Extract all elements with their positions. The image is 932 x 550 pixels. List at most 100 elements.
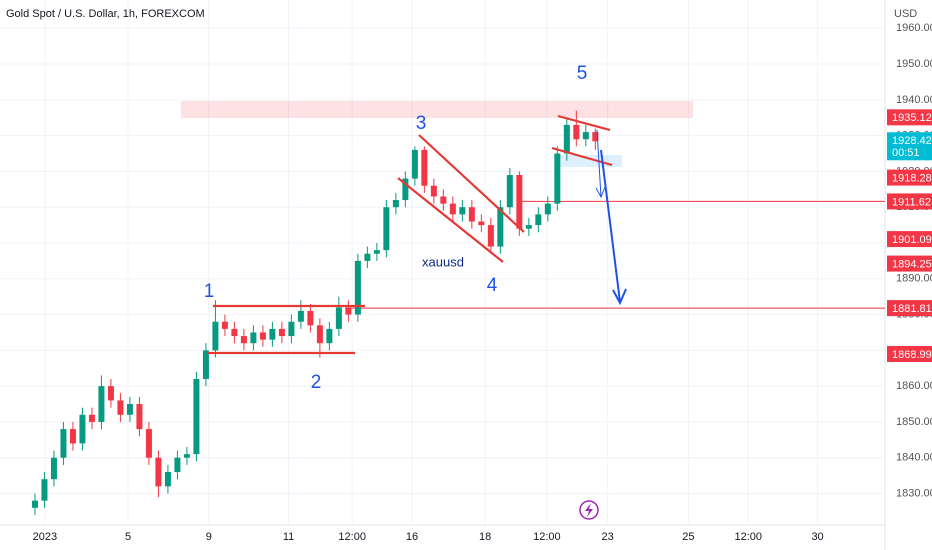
candle-body [383, 207, 390, 251]
candle-body [478, 221, 485, 226]
price-tag-label: 1881.81 [892, 303, 932, 315]
x-tick-label: 5 [125, 531, 131, 543]
currency-label: USD [894, 8, 917, 20]
price-tag-label: 1935.12 [892, 112, 932, 124]
candle-body [69, 429, 76, 444]
candle-body [468, 207, 475, 222]
x-tick-label: 12:00 [734, 531, 762, 543]
y-tick-label: 1940.00 [896, 94, 932, 106]
price-tag-label: 1911.62 [892, 196, 931, 208]
candle-body [41, 479, 48, 501]
arrows [595, 129, 627, 306]
candle-body [50, 457, 57, 480]
candle-body [136, 404, 143, 430]
candle-body [459, 207, 466, 215]
candle-body [430, 185, 437, 197]
countdown-label: 00:51 [892, 147, 920, 159]
price-tag-label: 1894.25 [892, 258, 932, 270]
candle-body [240, 336, 247, 344]
candle-body [288, 321, 295, 337]
wave-labels: 1 2 3 4 5 [204, 63, 588, 393]
wave-label: 2 [311, 372, 322, 393]
candle-body [183, 454, 190, 458]
x-tick-label: 16 [406, 531, 418, 543]
price-tag-label: 1868.99 [892, 349, 932, 361]
x-tick-label: 18 [479, 531, 491, 543]
candle-body [278, 328, 285, 337]
arrow [595, 129, 606, 199]
wave-label: 3 [416, 113, 427, 134]
event-icon-bolt [585, 503, 593, 517]
candle-body [98, 386, 105, 422]
x-tick-label: 9 [206, 531, 212, 543]
candle-body [164, 472, 171, 487]
candle-body [554, 153, 561, 204]
y-tick-label: 1950.00 [896, 58, 932, 70]
candle-body [497, 207, 504, 247]
candle-body [212, 321, 219, 351]
candle-body [402, 178, 409, 201]
candle-body [88, 414, 95, 422]
candle-body [126, 404, 133, 415]
candle-body [145, 429, 152, 458]
candle-body [60, 429, 67, 458]
candle-body [411, 149, 418, 179]
wave-label: 4 [487, 275, 498, 296]
candle-body [487, 225, 494, 247]
price-tag [887, 231, 932, 248]
candle-body [364, 253, 371, 261]
candle-body [269, 328, 276, 340]
candle-body [202, 350, 209, 379]
trendline [557, 114, 611, 132]
candle-body [563, 124, 570, 154]
y-tick-label: 1860.00 [896, 380, 932, 392]
last-price-tag [887, 132, 932, 161]
candle-body [373, 250, 380, 254]
candle-body [326, 328, 333, 344]
x-tick-label: 30 [811, 531, 823, 543]
candle-body [31, 500, 38, 508]
y-tick-label: 1840.00 [896, 452, 932, 464]
candle-body [449, 203, 456, 215]
candle-body [79, 414, 86, 444]
symbol-label: xauusd [422, 254, 464, 269]
support-zone [555, 155, 622, 167]
resistance-zone [181, 101, 693, 118]
candle-body [155, 457, 162, 487]
candle-body [221, 321, 228, 329]
candle-body [259, 332, 266, 340]
candle-body [421, 149, 428, 186]
candle-body [354, 260, 361, 315]
candle-body [516, 175, 523, 229]
candles [31, 110, 599, 515]
x-tick-label: 12:00 [533, 531, 561, 543]
candle-body [592, 132, 599, 142]
x-tick-label: 11 [283, 531, 294, 543]
price-tags: 1935.12 1918.28 1911.62 1901.09 1894.25 1881.… [887, 109, 932, 362]
arrow [600, 149, 627, 306]
candle-body [250, 332, 257, 344]
candle-body [193, 378, 200, 455]
trendline [418, 134, 525, 233]
price-lines [345, 200, 885, 309]
y-tick-label: 1850.00 [896, 416, 932, 428]
y-tick-label: 1830.00 [896, 487, 932, 499]
candle-body [392, 200, 399, 208]
candle-body [345, 307, 352, 315]
price-tag [887, 193, 932, 210]
candle-body [525, 225, 532, 229]
candle-body [117, 400, 124, 415]
price-tag-label: 1918.28 [892, 172, 932, 184]
x-tick-label: 12:00 [338, 531, 366, 543]
price-tag [887, 169, 932, 186]
price-tag [887, 300, 932, 317]
candle-body [440, 196, 447, 204]
candle-body [297, 310, 304, 322]
candle-body [582, 132, 589, 140]
trendline [397, 177, 504, 263]
price-tag-label: 1901.09 [892, 234, 932, 246]
x-tick-label: 2023 [33, 531, 57, 543]
chart-title: Gold Spot / U.S. Dollar, 1h, FOREXCOM [6, 8, 205, 20]
